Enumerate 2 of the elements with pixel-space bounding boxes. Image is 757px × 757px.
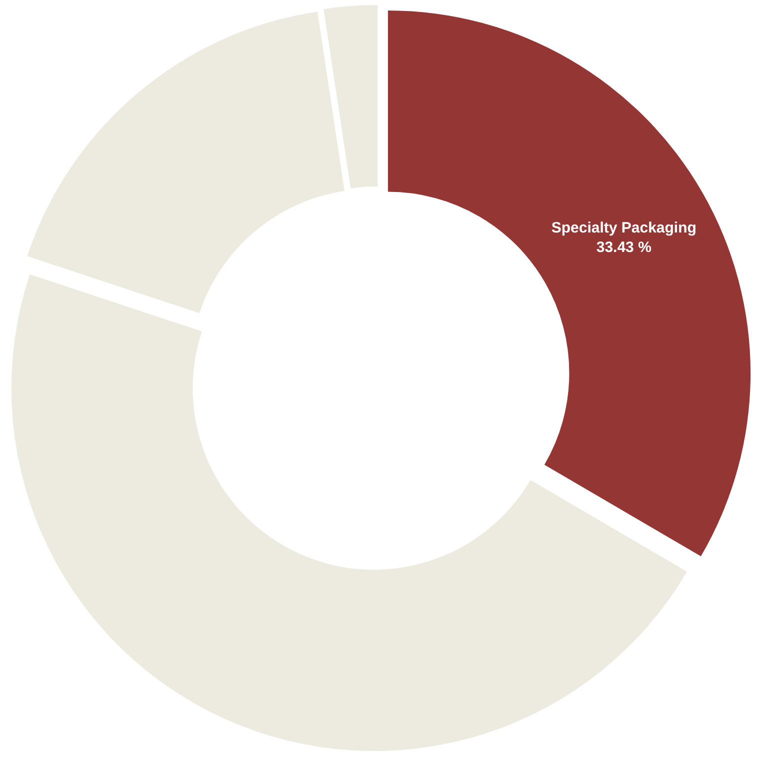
data-label: 33.43 % (596, 239, 652, 256)
slice-label: Specialty Packaging (551, 220, 696, 237)
